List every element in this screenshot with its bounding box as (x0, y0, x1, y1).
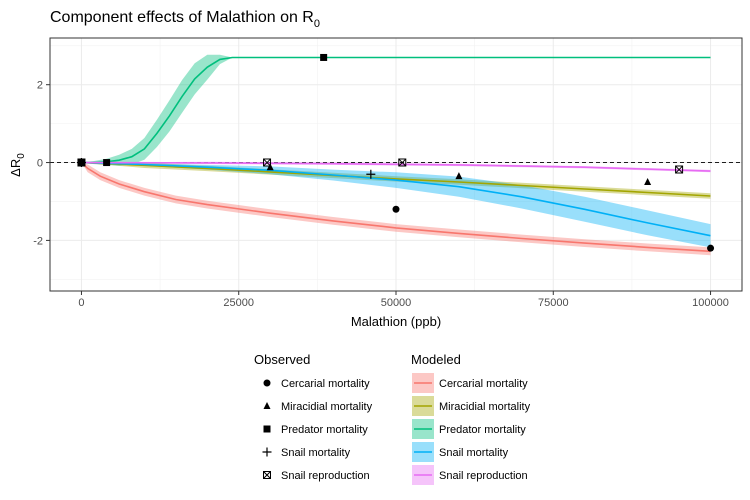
legend-observed-label: Snail mortality (281, 447, 351, 459)
observed-point-snail-reproduction (398, 158, 407, 167)
x-tick-label: 75000 (538, 297, 569, 309)
observed-points (76, 53, 715, 252)
x-axis-title: Malathion (ppb) (351, 314, 441, 329)
y-tick-label: -2 (33, 235, 43, 247)
legend-marker-cercarial-mortality (263, 379, 271, 387)
y-axis-ticks: -2 0 2 (33, 80, 50, 247)
legend-title-observed: Observed (254, 352, 310, 367)
observed-point-cercarial-mortality (392, 205, 400, 213)
observed-point-snail-reproduction (77, 158, 86, 167)
y-tick-label: 0 (37, 158, 43, 170)
legend-modeled-label: Snail reproduction (439, 470, 528, 482)
legend-title-modeled: Modeled (411, 352, 461, 367)
legend-observed-label: Predator mortality (281, 424, 368, 436)
observed-point-miracidial-mortality (455, 172, 463, 180)
legend-marker-snail-mortality (262, 447, 272, 457)
x-tick-label: 100000 (692, 297, 729, 309)
band-predator-mortality (81, 54, 711, 166)
observed-point-miracidial-mortality (266, 163, 274, 171)
observed-point-predator-mortality (320, 53, 328, 61)
legend-modeled-label: Predator mortality (439, 424, 526, 436)
legend-modeled-label: Miracidial mortality (439, 401, 531, 413)
y-axis-title-text: ΔR (8, 159, 23, 177)
series-lines (80, 56, 711, 253)
legend-marker-miracidial-mortality (263, 402, 271, 409)
x-tick-label: 50000 (381, 297, 412, 309)
chart-title-text: Component effects of Malathion on R (50, 9, 314, 26)
line-predator-mortality (81, 56, 711, 164)
chart-title: Component effects of Malathion on R0 (50, 9, 320, 30)
legend-observed-label: Cercarial mortality (281, 378, 370, 390)
line-cercarial-mortality (80, 162, 711, 253)
line-snail-mortality (81, 161, 711, 237)
observed-point-miracidial-mortality (644, 178, 652, 186)
x-tick-label: 0 (78, 297, 84, 309)
legend: Observed Modeled Cercarial mortality Cerc… (254, 352, 531, 485)
legend-modeled-label: Snail mortality (439, 447, 509, 459)
legend-marker-snail-reproduction (263, 471, 271, 479)
y-tick-label: 2 (37, 80, 43, 92)
observed-point-cercarial-mortality (707, 244, 715, 252)
line-snail-reproduction (81, 161, 711, 172)
y-axis-title: ΔR0 (8, 153, 27, 177)
observed-point-snail-reproduction (263, 158, 272, 167)
legend-marker-predator-mortality (263, 425, 271, 433)
observed-point-snail-reproduction (675, 165, 684, 174)
legend-modeled-label: Cercarial mortality (439, 378, 528, 390)
band-cercarial-mortality (81, 162, 711, 256)
x-axis-ticks: 0 25000 50000 75000 100000 (78, 291, 729, 309)
legend-observed-label: Miracidial mortality (281, 401, 373, 413)
chart-title-subscript: 0 (314, 18, 320, 30)
legend-observed-label: Snail reproduction (281, 470, 370, 482)
observed-point-predator-mortality (103, 159, 111, 167)
line-miracidial-mortality (81, 161, 711, 197)
y-axis-title-subscript: 0 (16, 153, 27, 159)
observed-point-snail-mortality (366, 169, 376, 179)
x-tick-label: 25000 (223, 297, 254, 309)
